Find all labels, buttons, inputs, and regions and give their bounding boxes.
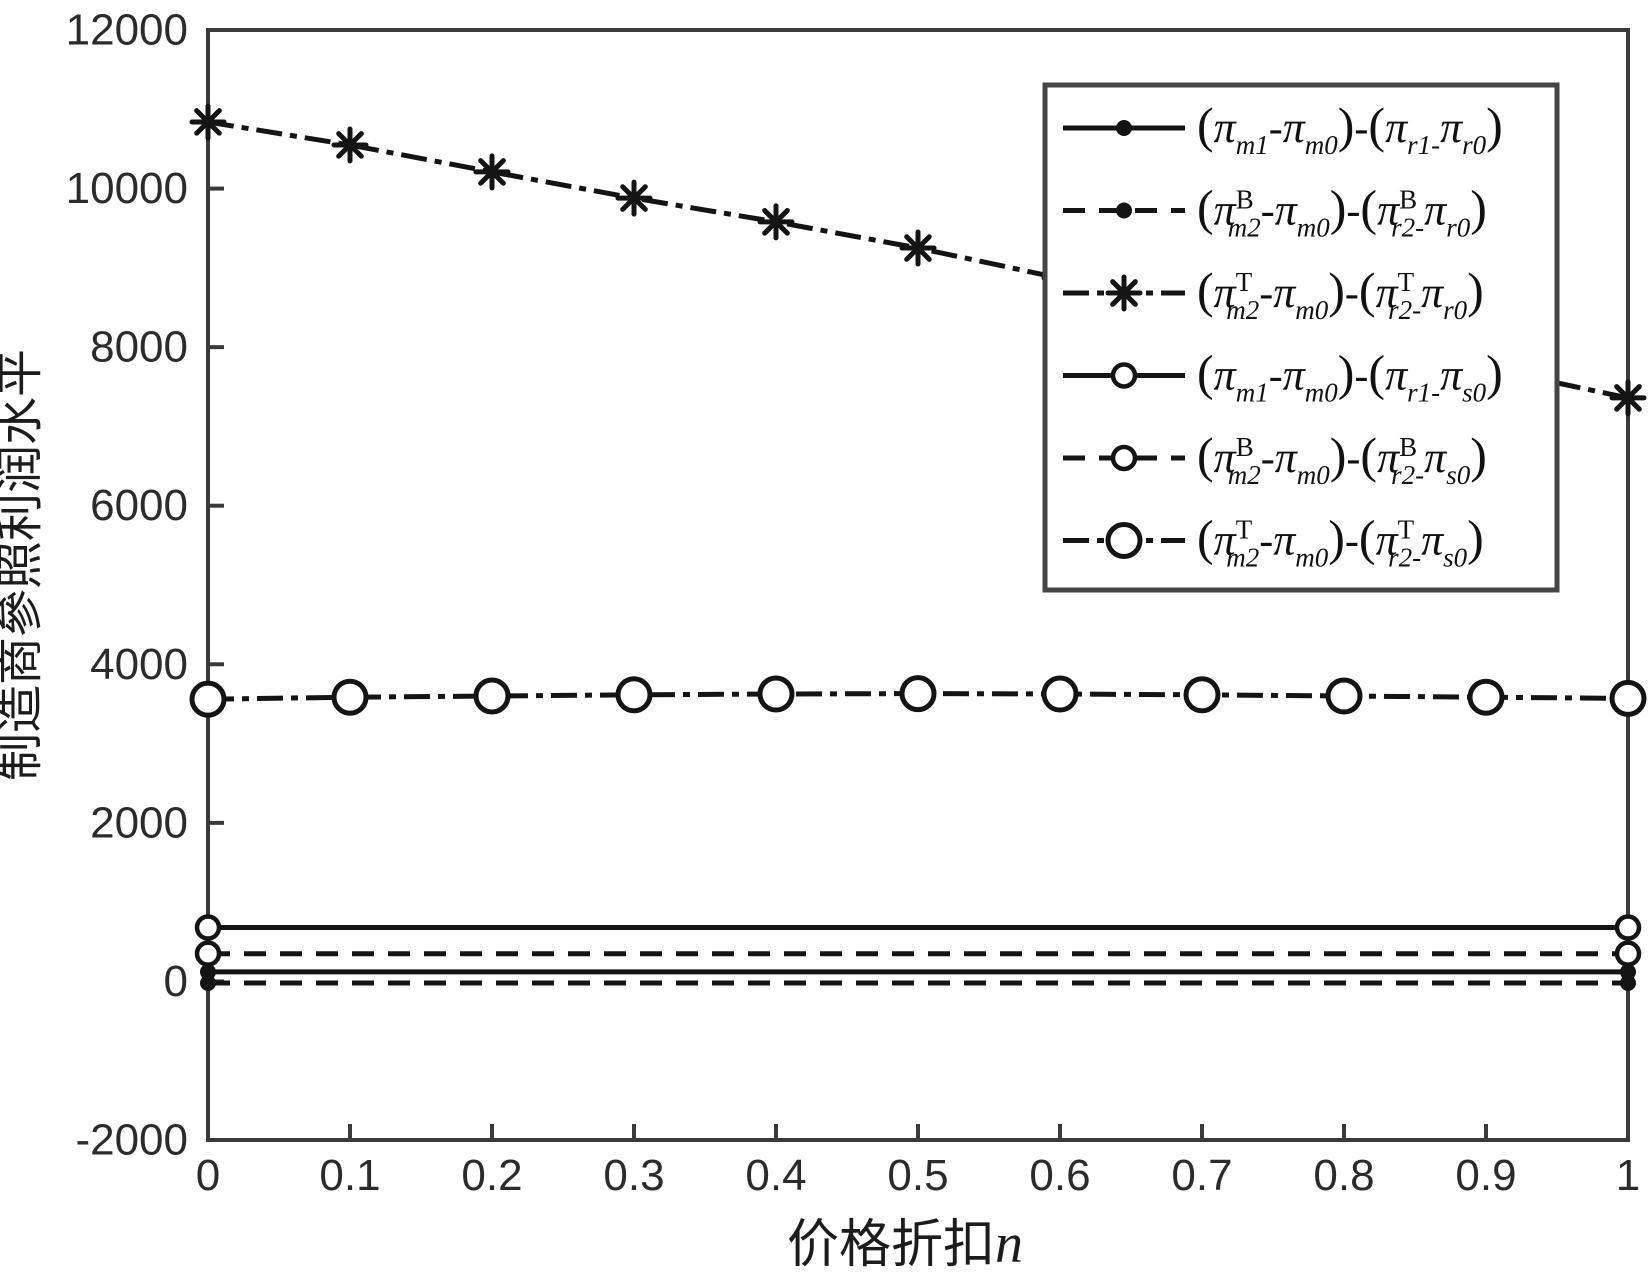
x-axis: 0 0.1 0.2 0.3 0.4 0.5 0.6 0.7 0.8 0.9 1 (196, 1124, 1640, 1200)
legend-entry: (πm1-πm0)-(πr1-πs0) (1063, 345, 1503, 408)
x-tick-label: 0.7 (1171, 1151, 1232, 1200)
x-tick-label: 0.2 (461, 1151, 522, 1200)
legend-label: (πT m2-πm0)-(πT r2-πr0) (1197, 262, 1484, 325)
y-axis: 12000 10000 8000 6000 4000 2000 0 -2000 (66, 6, 224, 1165)
x-tick-label: 0.3 (603, 1151, 664, 1200)
legend-entry: (πB m2-πm0)-(πB r2-πr0) (1063, 180, 1487, 243)
legend-entry: (πB m2-πm0)-(πB r2-πs0) (1063, 427, 1487, 490)
y-tick-label: 10000 (66, 164, 188, 213)
legend-label: (πB m2-πm0)-(πB r2-πs0) (1197, 427, 1487, 490)
x-tick-label: 0 (196, 1151, 220, 1200)
legend: (πm1-πm0)-(πr1-πr0) (πB m2-πm0)-(πB r2-πr0)… (1042, 82, 1560, 593)
x-tick-label: 1 (1616, 1151, 1640, 1200)
x-tick-label: 0.5 (887, 1151, 948, 1200)
legend-entry: (πT m2-πm0)-(πT r2-πr0) (1063, 262, 1484, 325)
y-tick-label: 12000 (66, 6, 188, 55)
y-tick-label: 8000 (90, 323, 188, 372)
legend-entry: (πm1-πm0)-(πr1-πr0) (1063, 97, 1503, 160)
y-tick-label: -2000 (75, 1116, 188, 1165)
y-tick-label: 4000 (90, 640, 188, 689)
y-axis-label: 制造商參照利润水平 (0, 349, 47, 781)
y-tick-label: 0 (164, 957, 188, 1006)
series-4 (194, 914, 1642, 941)
x-tick-label: 0.1 (319, 1151, 380, 1200)
x-tick-label: 0.4 (745, 1151, 806, 1200)
series-6 (189, 675, 1647, 718)
x-tick-label: 0.9 (1455, 1151, 1516, 1200)
x-tick-label: 0.6 (1029, 1151, 1090, 1200)
legend-label: (πm1-πm0)-(πr1-πs0) (1197, 345, 1503, 408)
series-1 (200, 963, 1636, 980)
legend-label: (πm1-πm0)-(πr1-πr0) (1197, 97, 1503, 160)
x-axis-label: 价格折扣n (787, 1213, 1023, 1275)
y-tick-label: 2000 (90, 798, 188, 847)
y-tick-label: 6000 (90, 481, 188, 530)
legend-label: (πT m2-πm0)-(πT r2-πs0) (1197, 510, 1484, 573)
x-tick-label: 0.8 (1313, 1151, 1374, 1200)
series-2 (200, 975, 1636, 992)
legend-label: (πB m2-πm0)-(πB r2-πr0) (1197, 180, 1487, 243)
series-5 (194, 940, 1642, 967)
legend-entry: (πT m2-πm0)-(πT r2-πs0) (1063, 510, 1484, 573)
